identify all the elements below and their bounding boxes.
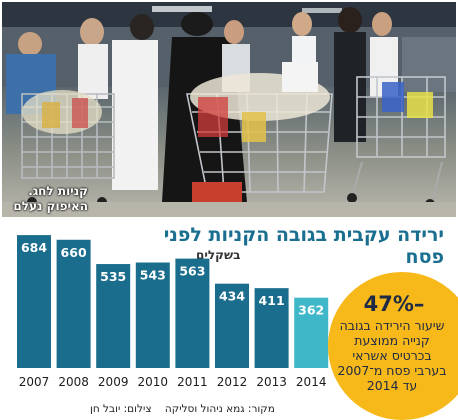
bar-chart: 684 660 535 543 563 434 411 362 2007 2008 2009 201… [17,235,329,389]
bar-value-label: 362 [298,303,324,318]
bar-2008 [56,239,91,368]
footer: מקור: גמא ניהול וסליקה צילום: יובל חן [80,403,340,415]
bar-value-label: 434 [219,289,245,304]
bar-value-label: 535 [100,269,126,284]
chart-title: ירידה עקבית בגובה הקניות לפני פסח [163,224,444,268]
x-tick-label: 2008 [58,375,89,389]
x-tick-label: 2014 [296,375,327,389]
photo-credit: צילום: יובל חן [90,403,152,415]
x-tick-label: 2013 [256,375,287,389]
unit-label: בשקלים [196,248,241,262]
bar-value-label: 411 [259,293,285,308]
highlight-circle [328,272,458,420]
bar-value-label: 660 [61,245,87,260]
decline-percent: 47%– [363,292,425,316]
bar-2013 [254,288,289,368]
x-tick-label: 2012 [217,375,248,389]
bar-2010 [135,262,170,368]
bar-value-label: 543 [140,268,166,283]
shopping-photo: קניות לחג. האיפוק נעלם [2,2,456,217]
bar-2009 [96,264,131,368]
bar-value-label: 563 [179,264,205,279]
x-tick-label: 2009 [98,375,129,389]
bar-2014 [294,297,329,368]
shoppers-illustration [2,2,456,217]
bar-value-label: 684 [21,240,47,255]
photo-caption: קניות לחג. האיפוק נעלם [13,184,88,213]
bar-2011 [175,258,210,368]
x-tick-label: 2010 [138,375,169,389]
x-tick-label: 2011 [177,375,208,389]
source-credit: מקור: גמא ניהול וסליקה [164,403,275,415]
x-tick-label: 2007 [19,375,50,389]
bar-2007 [17,235,51,368]
decline-description: שיעור הירידה בגובה קנייה ממוצעת בכרטיס א… [337,318,447,393]
bar-2012 [215,283,249,368]
